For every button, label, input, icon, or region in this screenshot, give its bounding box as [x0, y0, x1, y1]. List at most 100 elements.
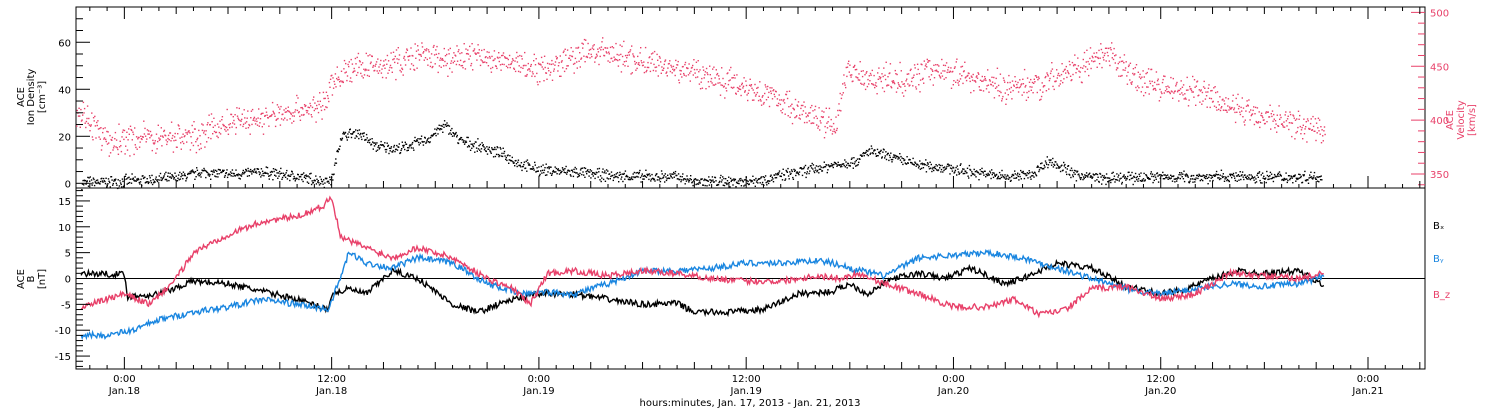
ion-density-point: [1261, 182, 1263, 184]
velocity-point: [912, 85, 914, 87]
ion-density-point: [564, 172, 567, 174]
ion-density-point: [190, 172, 192, 175]
velocity-point: [158, 137, 160, 139]
velocity-point: [407, 59, 410, 61]
velocity-point: [877, 78, 879, 80]
velocity-point: [1171, 91, 1173, 93]
velocity-point: [712, 84, 714, 86]
velocity-point: [824, 125, 826, 128]
ion-density-point: [1315, 178, 1318, 180]
velocity-point: [1105, 60, 1107, 62]
ion-density-point: [775, 177, 778, 179]
velocity-point: [596, 55, 598, 57]
velocity-point: [106, 143, 109, 145]
ion-density-point: [1248, 176, 1250, 179]
ion-density-point: [638, 172, 640, 175]
ion-density-point: [761, 181, 764, 184]
ion-density-point: [517, 161, 519, 163]
ion-density-point: [669, 173, 671, 175]
velocity-point: [771, 87, 773, 89]
velocity-point: [358, 60, 361, 62]
velocity-point: [1141, 86, 1144, 88]
velocity-point: [1117, 62, 1119, 65]
ion-density-point: [1194, 181, 1196, 183]
ion-density-point: [391, 151, 394, 153]
ion-density-point: [328, 182, 330, 184]
ion-density-point: [1075, 180, 1078, 182]
ion-density-point: [807, 166, 810, 169]
velocity-point: [550, 63, 552, 66]
ion-density-point: [579, 169, 582, 171]
velocity-point: [186, 141, 188, 143]
velocity-point: [605, 47, 607, 49]
velocity-point: [135, 146, 137, 149]
velocity-point: [436, 56, 439, 59]
ion-density-point: [846, 167, 848, 169]
velocity-point: [633, 56, 635, 58]
ion-density-point: [1254, 182, 1256, 184]
ion-density-point: [197, 174, 199, 176]
ion-density-point: [1073, 171, 1075, 174]
ion-density-point: [811, 162, 813, 165]
velocity-point: [1309, 122, 1312, 125]
velocity-point: [637, 63, 639, 65]
ion-density-point: [625, 175, 627, 178]
ion-density-point: [434, 132, 437, 135]
ion-density-point: [154, 181, 156, 183]
velocity-point: [1048, 88, 1050, 90]
velocity-point: [1033, 78, 1035, 80]
ion-density-point: [703, 179, 705, 182]
velocity-point: [808, 120, 811, 122]
ion-density-point: [1114, 181, 1116, 183]
ion-density-point: [601, 171, 604, 173]
ion-density-point: [697, 179, 699, 181]
ion-density-point: [451, 127, 453, 130]
velocity-point: [656, 53, 658, 56]
velocity-point: [864, 74, 866, 76]
velocity-point: [1057, 74, 1059, 77]
ion-density-point: [1182, 178, 1185, 180]
ion-density-point: [430, 136, 432, 139]
velocity-point: [137, 138, 139, 140]
ion-density-point: [479, 149, 481, 151]
velocity-point: [672, 68, 674, 70]
ion-density-point: [648, 178, 650, 181]
ion-density-point: [573, 171, 576, 173]
velocity-point: [828, 116, 830, 118]
velocity-point: [704, 71, 707, 73]
velocity-point: [135, 136, 138, 138]
ion-density-point: [1283, 177, 1285, 180]
ion-density-point: [1140, 172, 1142, 174]
velocity-point: [735, 93, 737, 95]
velocity-point: [276, 104, 279, 106]
velocity-point: [968, 77, 971, 79]
ion-density-point: [706, 185, 708, 187]
ion-density-point: [1278, 171, 1281, 173]
velocity-point: [580, 57, 583, 59]
velocity-point: [383, 60, 385, 62]
velocity-point: [924, 68, 926, 70]
ion-density-point: [211, 173, 214, 176]
ion-density-point: [1299, 173, 1301, 176]
velocity-point: [915, 88, 918, 90]
ion-density-point: [1225, 177, 1227, 179]
velocity-point: [1254, 106, 1257, 109]
ion-density-point: [343, 133, 345, 135]
velocity-point: [957, 82, 959, 84]
by-line: [80, 248, 1325, 341]
velocity-point: [1142, 70, 1144, 72]
ion-density-point: [350, 133, 352, 135]
velocity-point: [884, 74, 886, 76]
ion-density-point: [1206, 177, 1209, 179]
velocity-point: [836, 127, 838, 130]
ion-density-point: [1041, 162, 1043, 164]
ion-density-point: [584, 176, 586, 178]
velocity-point: [464, 68, 467, 70]
ion-density-point: [1276, 175, 1278, 177]
ion-density-point: [970, 174, 972, 177]
ion-density-point: [1144, 180, 1146, 182]
ion-density-point: [566, 173, 568, 175]
velocity-point: [1294, 119, 1297, 121]
ion-density-point: [889, 156, 891, 159]
top-right-tick-label: 400: [1430, 116, 1449, 127]
